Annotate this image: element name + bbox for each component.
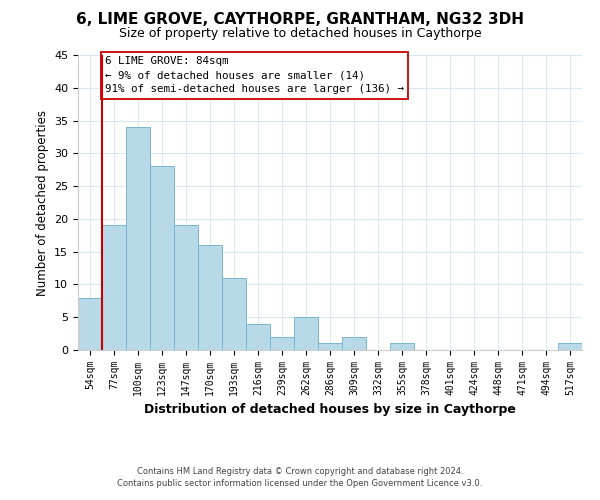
Bar bbox=[558, 344, 582, 350]
Text: Contains public sector information licensed under the Open Government Licence v3: Contains public sector information licen… bbox=[118, 478, 482, 488]
Bar bbox=[78, 298, 102, 350]
Bar bbox=[174, 226, 198, 350]
Bar bbox=[126, 127, 150, 350]
Bar bbox=[102, 226, 126, 350]
X-axis label: Distribution of detached houses by size in Caythorpe: Distribution of detached houses by size … bbox=[144, 404, 516, 416]
Bar bbox=[294, 317, 318, 350]
Text: Contains HM Land Registry data © Crown copyright and database right 2024.: Contains HM Land Registry data © Crown c… bbox=[137, 467, 463, 476]
Bar bbox=[246, 324, 270, 350]
Text: Size of property relative to detached houses in Caythorpe: Size of property relative to detached ho… bbox=[119, 28, 481, 40]
Bar bbox=[390, 344, 414, 350]
Bar bbox=[150, 166, 174, 350]
Bar bbox=[222, 278, 246, 350]
Bar bbox=[270, 337, 294, 350]
Y-axis label: Number of detached properties: Number of detached properties bbox=[35, 110, 49, 296]
Bar bbox=[198, 245, 222, 350]
Text: 6, LIME GROVE, CAYTHORPE, GRANTHAM, NG32 3DH: 6, LIME GROVE, CAYTHORPE, GRANTHAM, NG32… bbox=[76, 12, 524, 28]
Bar bbox=[342, 337, 366, 350]
Bar bbox=[318, 344, 342, 350]
Text: 6 LIME GROVE: 84sqm
← 9% of detached houses are smaller (14)
91% of semi-detache: 6 LIME GROVE: 84sqm ← 9% of detached hou… bbox=[105, 56, 404, 94]
